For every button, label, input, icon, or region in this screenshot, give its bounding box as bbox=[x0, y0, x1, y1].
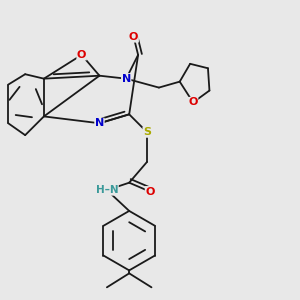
Text: H–N: H–N bbox=[96, 185, 118, 195]
Text: N: N bbox=[122, 74, 131, 84]
Text: O: O bbox=[77, 50, 86, 60]
Text: S: S bbox=[143, 127, 151, 137]
Text: N: N bbox=[95, 118, 104, 128]
Text: O: O bbox=[188, 98, 198, 107]
Text: O: O bbox=[145, 187, 155, 196]
Text: O: O bbox=[129, 32, 138, 42]
